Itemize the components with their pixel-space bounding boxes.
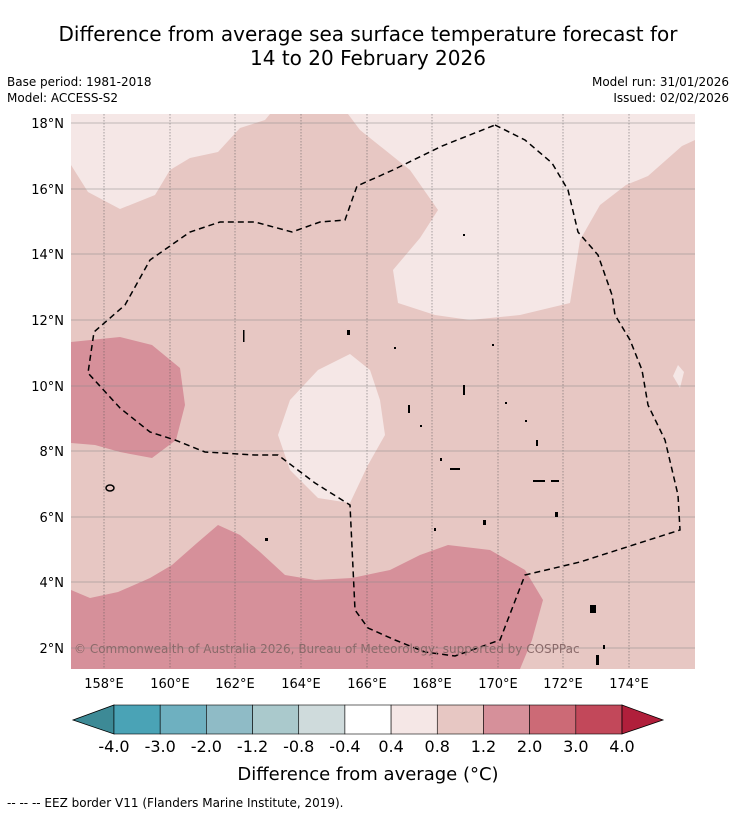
colorbar-tick-label: -0.8 xyxy=(283,737,314,756)
colorbar-tick-labels: -4.0 -3.0 -2.0 -1.2 -0.8 -0.4 0.4 0.8 1.2 2.0 3.0 4… xyxy=(98,737,634,756)
colorbar-tick-label: 2.0 xyxy=(517,737,542,756)
colorbar-segment xyxy=(390,704,438,735)
colorbar-segment xyxy=(529,704,577,735)
lon-label: 162°E xyxy=(215,677,255,692)
lon-label: 158°E xyxy=(84,677,124,692)
colorbar-segment xyxy=(436,704,484,735)
anomaly-region-1.2-2.0-west xyxy=(71,337,185,458)
colorbar-tick-label: 4.0 xyxy=(609,737,634,756)
lat-label: 8°N xyxy=(40,445,65,460)
colorbar-tick-label: 1.2 xyxy=(471,737,496,756)
anomaly-region-0.4-0.8-nw xyxy=(71,114,270,209)
colorbar-extend-low xyxy=(71,704,115,735)
colorbar-tick-label: -0.4 xyxy=(329,737,360,756)
eez-border xyxy=(87,124,681,657)
colorbar-tick-label: 0.4 xyxy=(378,737,403,756)
lon-label: 166°E xyxy=(347,677,387,692)
meta-left: Base period: 1981-2018 Model: ACCESS-S2 xyxy=(7,74,152,106)
colorbar-segment xyxy=(575,704,623,735)
lat-label: 4°N xyxy=(40,576,65,591)
base-period: Base period: 1981-2018 xyxy=(7,75,152,89)
model-name: Model: ACCESS-S2 xyxy=(7,91,119,105)
lat-label: 18°N xyxy=(31,117,64,132)
model-run: Model run: 31/01/2026 xyxy=(591,75,729,89)
colorbar-segment xyxy=(483,704,530,735)
colorbar-extend-high xyxy=(621,704,665,735)
lat-label: 2°N xyxy=(40,642,65,657)
colorbar-tick-label: -1.2 xyxy=(237,737,268,756)
anomaly-region-0.4-0.8-central xyxy=(278,354,385,503)
meta-right: Model run: 31/01/2026 Issued: 02/02/2026 xyxy=(592,74,729,106)
map-title: Difference from average sea surface temp… xyxy=(0,22,736,70)
longitude-labels: 158°E 160°E 162°E 164°E 166°E 168°E 170°… xyxy=(84,677,649,692)
lon-label: 164°E xyxy=(281,677,321,692)
map-plot-area: © Commonwealth of Australia 2026, Bureau… xyxy=(71,114,695,669)
anomaly-region-0.4-0.8-east xyxy=(673,365,684,388)
colorbar-segment xyxy=(159,704,207,735)
lon-label: 174°E xyxy=(609,677,649,692)
colorbar-segments xyxy=(113,704,623,735)
anomaly-region-1.2-2.0-south xyxy=(71,525,543,669)
colorbar-segment xyxy=(298,704,346,735)
lat-label: 10°N xyxy=(31,380,64,395)
latitude-labels: 18°N 16°N 14°N 12°N 10°N 8°N 6°N 4°N 2°N xyxy=(31,117,64,657)
lat-label: 14°N xyxy=(31,248,64,263)
islands xyxy=(105,234,605,665)
colorbar-tick-label: 3.0 xyxy=(563,737,588,756)
lon-label: 160°E xyxy=(150,677,190,692)
colorbar: -4.0 -3.0 -2.0 -1.2 -0.8 -0.4 0.4 0.8 1.2 2.0 3.0 4… xyxy=(71,704,665,756)
colorbar-segment xyxy=(344,704,392,735)
eez-legend: -- -- -- EEZ border V11 (Flanders Marine… xyxy=(7,796,344,810)
colorbar-tick-label: 0.8 xyxy=(425,737,450,756)
colorbar-label: Difference from average (°C) xyxy=(237,764,499,785)
colorbar-segment xyxy=(206,704,253,735)
title-line-1: Difference from average sea surface temp… xyxy=(58,22,678,46)
colorbar-tick-label: -3.0 xyxy=(145,737,176,756)
grid xyxy=(71,114,695,669)
anomaly-region-0.4-0.8-north xyxy=(348,114,695,320)
colorbar-tick-label: -4.0 xyxy=(98,737,129,756)
lon-label: 170°E xyxy=(478,677,518,692)
lon-label: 172°E xyxy=(543,677,583,692)
colorbar-segment xyxy=(113,704,161,735)
issued-date: Issued: 02/02/2026 xyxy=(613,91,729,105)
lat-label: 6°N xyxy=(40,511,65,526)
lon-label: 168°E xyxy=(412,677,452,692)
lat-label: 12°N xyxy=(31,314,64,329)
copyright-notice: © Commonwealth of Australia 2026, Bureau… xyxy=(74,642,580,656)
title-line-2: 14 to 20 February 2026 xyxy=(250,46,486,70)
colorbar-segment xyxy=(252,704,300,735)
lat-label: 16°N xyxy=(31,183,64,198)
colorbar-tick-label: -2.0 xyxy=(191,737,222,756)
